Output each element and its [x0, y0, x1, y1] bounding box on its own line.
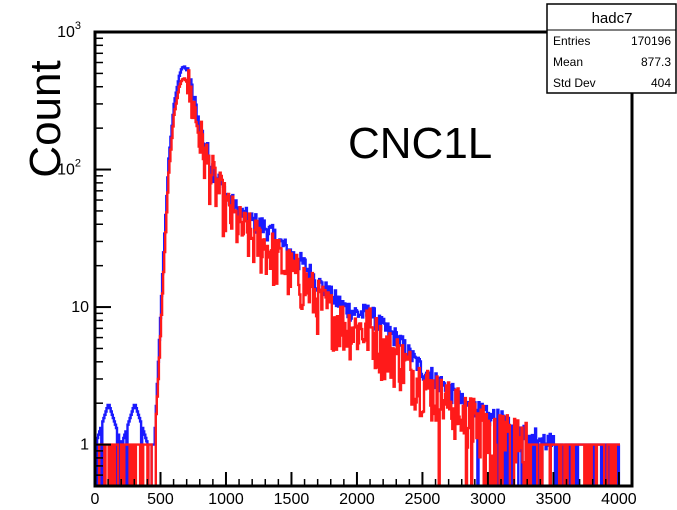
series-1-histogram: [95, 69, 620, 488]
stats-box-value: 877.3: [641, 55, 671, 69]
x-tick-label: 4000: [601, 491, 637, 508]
stats-box-value: 170196: [631, 34, 671, 48]
plot-annotation: CNC1L: [348, 119, 492, 168]
plot-frame: [93, 30, 634, 488]
stats-box-value: 404: [651, 76, 671, 90]
y-tick-label: 103: [57, 20, 81, 41]
x-tick-label: 2000: [339, 491, 375, 508]
x-tick-label: 3000: [470, 491, 506, 508]
stats-box-label: Entries: [553, 34, 590, 48]
stats-box-label: Mean: [553, 55, 583, 69]
x-tick-label: 500: [147, 491, 174, 508]
x-tick-label: 3500: [536, 491, 572, 508]
x-tick-label: 1500: [274, 491, 310, 508]
y-axis-label: Count: [21, 60, 70, 177]
y-tick-label: 10: [71, 299, 89, 316]
x-tick-label: 1000: [208, 491, 244, 508]
x-tick-label: 0: [91, 491, 100, 508]
x-axis: 0 500 1000 1500 2000 2500 3000 3500 4000: [91, 472, 637, 508]
y-axis: 1 10 102 103: [57, 20, 111, 476]
x-tick-label: 2500: [405, 491, 441, 508]
stats-box-label: Std Dev: [553, 76, 596, 90]
stats-box-frame: [546, 3, 677, 94]
stats-box-title: hadc7: [592, 10, 633, 27]
y-tick-label: 1: [80, 437, 89, 454]
y-tick-label: 102: [57, 158, 81, 179]
